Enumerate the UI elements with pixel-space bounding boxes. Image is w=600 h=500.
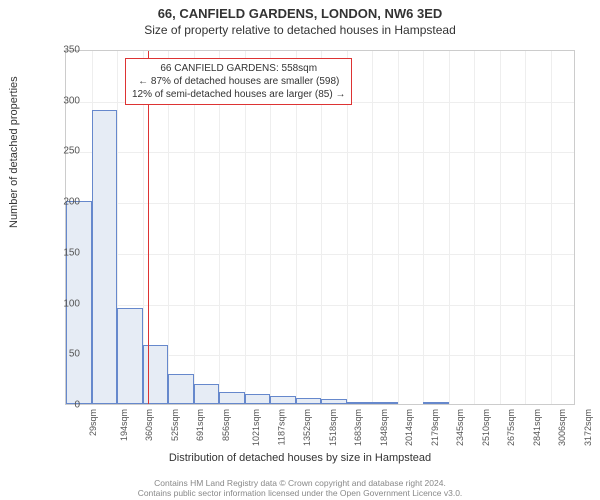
xtick-label: 194sqm bbox=[119, 409, 129, 441]
xtick-label: 2675sqm bbox=[506, 409, 516, 446]
gridline-v bbox=[551, 51, 552, 404]
gridline-v bbox=[474, 51, 475, 404]
xtick-label: 29sqm bbox=[88, 409, 98, 436]
histogram-bar bbox=[372, 402, 398, 404]
xtick-label: 3172sqm bbox=[583, 409, 593, 446]
infobox-line1: 66 CANFIELD GARDENS: 558sqm bbox=[132, 62, 345, 75]
xtick-label: 1187sqm bbox=[276, 409, 286, 445]
histogram-bar bbox=[423, 402, 449, 404]
histogram-bar bbox=[245, 394, 271, 404]
xtick-label: 2014sqm bbox=[404, 409, 414, 446]
xtick-label: 3006sqm bbox=[557, 409, 567, 446]
xtick-label: 1518sqm bbox=[328, 409, 338, 446]
xtick-label: 2345sqm bbox=[455, 409, 465, 446]
y-axis-label: Number of detached properties bbox=[8, 76, 20, 228]
marker-infobox: 66 CANFIELD GARDENS: 558sqm ← 87% of det… bbox=[125, 58, 352, 105]
xtick-label: 1683sqm bbox=[353, 409, 363, 446]
ytick-label: 200 bbox=[40, 197, 80, 208]
histogram-bar bbox=[270, 396, 296, 404]
histogram-bar bbox=[143, 345, 169, 404]
footer-attribution: Contains HM Land Registry data © Crown c… bbox=[0, 478, 600, 498]
plot-area: 66 CANFIELD GARDENS: 558sqm ← 87% of det… bbox=[65, 50, 575, 405]
gridline-v bbox=[398, 51, 399, 404]
histogram-bar bbox=[117, 308, 143, 404]
chart-title: 66, CANFIELD GARDENS, LONDON, NW6 3ED bbox=[0, 0, 600, 21]
histogram-bar bbox=[296, 398, 322, 404]
ytick-label: 50 bbox=[40, 349, 80, 360]
infobox-line2: ← 87% of detached houses are smaller (59… bbox=[132, 75, 345, 88]
footer-line2: Contains public sector information licen… bbox=[0, 488, 600, 498]
xtick-label: 1848sqm bbox=[379, 409, 389, 446]
ytick-label: 150 bbox=[40, 247, 80, 258]
xtick-label: 856sqm bbox=[221, 409, 231, 441]
xtick-label: 360sqm bbox=[144, 409, 154, 441]
histogram-bar bbox=[321, 399, 347, 404]
histogram-bar bbox=[194, 384, 220, 404]
xtick-label: 2510sqm bbox=[481, 409, 491, 446]
gridline-v bbox=[525, 51, 526, 404]
ytick-label: 300 bbox=[40, 95, 80, 106]
gridline-v bbox=[372, 51, 373, 404]
gridline-v bbox=[449, 51, 450, 404]
gridline-v bbox=[500, 51, 501, 404]
xtick-label: 1352sqm bbox=[302, 409, 312, 446]
xtick-label: 525sqm bbox=[170, 409, 180, 441]
ytick-label: 350 bbox=[40, 45, 80, 56]
ytick-label: 250 bbox=[40, 146, 80, 157]
chart-container: 66, CANFIELD GARDENS, LONDON, NW6 3ED Si… bbox=[0, 0, 600, 500]
xtick-label: 2179sqm bbox=[430, 409, 440, 446]
ytick-label: 0 bbox=[40, 400, 80, 411]
histogram-bar bbox=[168, 374, 194, 404]
gridline-v bbox=[423, 51, 424, 404]
chart-subtitle: Size of property relative to detached ho… bbox=[0, 21, 600, 37]
xtick-label: 1021sqm bbox=[251, 409, 261, 446]
histogram-bar bbox=[92, 110, 118, 404]
infobox-line3: 12% of semi-detached houses are larger (… bbox=[132, 88, 345, 101]
xtick-label: 691sqm bbox=[195, 409, 205, 441]
histogram-bar bbox=[347, 402, 373, 404]
histogram-bar bbox=[219, 392, 245, 404]
ytick-label: 100 bbox=[40, 298, 80, 309]
x-axis-label: Distribution of detached houses by size … bbox=[0, 452, 600, 464]
footer-line1: Contains HM Land Registry data © Crown c… bbox=[0, 478, 600, 488]
xtick-label: 2841sqm bbox=[532, 409, 542, 446]
